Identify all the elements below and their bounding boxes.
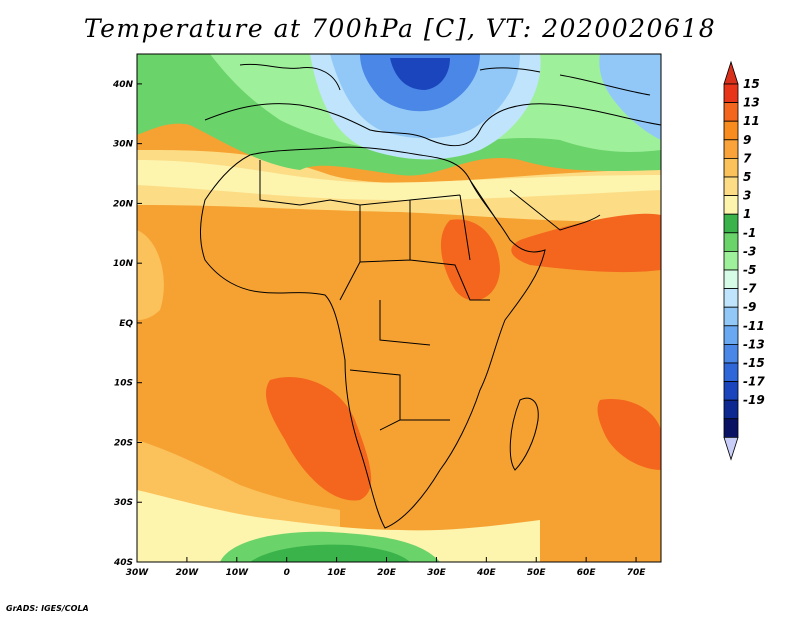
field-south-darkgreen	[250, 544, 410, 562]
colorbar-label: 11	[743, 114, 760, 128]
colorbar-swatch	[723, 250, 739, 271]
colorbar-swatch	[723, 120, 739, 141]
lon-tick-label: 10E	[327, 568, 347, 578]
lon-tick-label: 20W	[176, 568, 200, 578]
colorbar-label: 7	[743, 151, 752, 165]
lat-tick-label: 40S	[113, 558, 133, 568]
colorbar-swatch	[723, 269, 739, 290]
field-band-3c	[137, 160, 661, 200]
map-field	[137, 54, 661, 562]
field-south-lightyellow	[137, 490, 540, 562]
colorbar-label: -13	[743, 337, 765, 351]
colorbar: 15 13 11 9 7 5 3 1 -1 -3 -5 -7 -9 -11 -13 -15 -17 -19	[723, 60, 765, 461]
lon-tick-label: 10W	[226, 568, 250, 578]
country-borders	[259, 160, 490, 431]
field-cold-pool-core	[390, 58, 450, 90]
map-title: Temperature at 700hPa [C], VT: 202002061…	[83, 14, 717, 43]
latitude-axis: 40N 30N 20N 10N EQ 10S 20S 30S 40S	[112, 80, 142, 568]
colorbar-label: -11	[743, 319, 765, 333]
field-warm-south-atlantic	[265, 376, 372, 501]
lat-tick-label: 10N	[113, 259, 134, 269]
lon-tick-label: 30W	[126, 568, 150, 578]
mediterranean-coast	[204, 103, 661, 147]
colorbar-swatch	[723, 306, 739, 327]
colorbar-swatch	[723, 157, 739, 178]
colorbar-label: 5	[743, 170, 751, 184]
lon-tick-label: 50E	[527, 568, 547, 578]
lon-tick-label: 30E	[427, 568, 447, 578]
colorbar-label: -1	[743, 226, 756, 240]
lon-tick-label: 70E	[627, 568, 647, 578]
lon-tick-label: 40E	[476, 568, 497, 578]
colorbar-top-arrow	[723, 60, 739, 85]
lat-tick-label: EQ	[119, 319, 133, 329]
field-warm-arabian-sea	[511, 213, 661, 273]
lat-tick-label: 40N	[112, 80, 134, 90]
colorbar-label: -5	[743, 263, 756, 277]
colorbar-swatch	[723, 381, 739, 401]
field-warm-indian-ocean	[597, 399, 661, 470]
lat-tick-label: 20S	[114, 438, 133, 448]
lat-tick-label: 30N	[113, 140, 134, 150]
colorbar-label: -19	[743, 393, 765, 407]
lat-tick-label: 30S	[114, 498, 133, 508]
colorbar-label: 3	[743, 189, 751, 203]
colorbar-swatch	[723, 325, 739, 345]
lat-tick-label: 10S	[114, 379, 133, 389]
colorbar-label: -3	[743, 244, 756, 258]
lon-tick-label: 60E	[577, 568, 597, 578]
field-ne-cold	[599, 54, 661, 140]
colorbar-swatch	[723, 195, 739, 215]
europe-coast	[239, 63, 651, 96]
colorbar-label: 1	[743, 207, 751, 221]
colorbar-bottom-arrow	[723, 436, 739, 461]
colorbar-swatch	[723, 139, 739, 159]
lon-tick-label: 20E	[377, 568, 397, 578]
colorbar-label: 15	[743, 77, 760, 91]
colorbar-swatch	[723, 362, 739, 383]
colorbar-label: -9	[743, 300, 756, 314]
lon-tick-label: 0	[284, 568, 290, 578]
colorbar-swatch	[723, 232, 739, 252]
longitude-axis: 30W 20W 10W 0 10E 20E 30E 40E 50E 60E 70E	[126, 557, 646, 578]
field-atlantic-yellow	[137, 230, 164, 320]
coastlines	[200, 63, 661, 529]
colorbar-label: 13	[743, 96, 760, 110]
red-sea-arabia	[469, 179, 601, 231]
colorbar-label: -7	[743, 282, 757, 296]
map-frame	[136, 53, 662, 563]
grads-credit: GrADS: IGES/COLA	[6, 604, 89, 613]
colorbar-swatch	[723, 418, 739, 438]
colorbar-swatch	[723, 213, 739, 234]
lat-tick-label: 20N	[113, 199, 134, 209]
colorbar-swatch	[723, 343, 739, 364]
colorbar-swatch	[723, 102, 739, 122]
colorbar-label: 9	[743, 133, 751, 147]
madagascar-coastline	[509, 397, 539, 471]
colorbar-swatch	[723, 83, 739, 104]
colorbar-label: -17	[743, 375, 765, 389]
africa-coastline	[200, 146, 546, 529]
colorbar-label: -15	[743, 356, 765, 370]
colorbar-swatch	[723, 176, 739, 197]
colorbar-swatch	[723, 288, 739, 308]
colorbar-swatch	[723, 399, 739, 420]
